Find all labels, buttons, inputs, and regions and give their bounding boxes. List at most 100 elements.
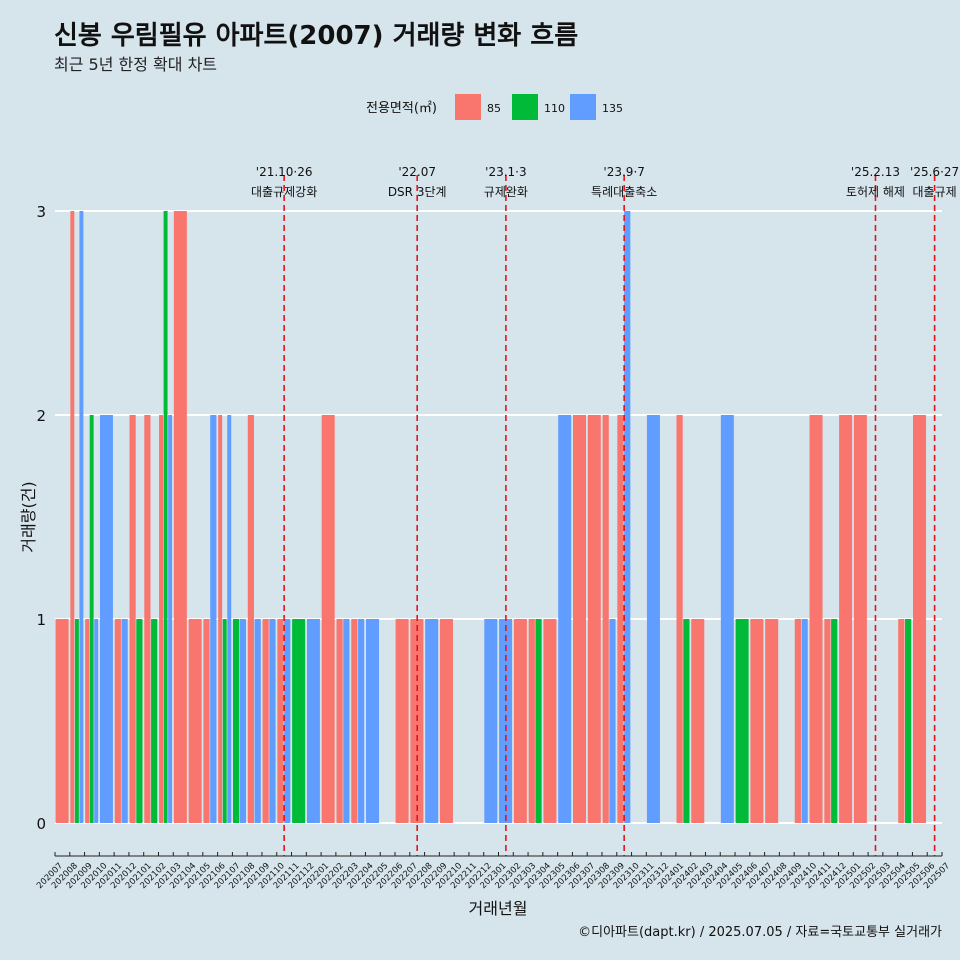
bar-202011-135 xyxy=(121,619,128,823)
bar-202009-110 xyxy=(89,415,94,823)
x-axis: 2020072020082020092020102020112020122021… xyxy=(35,852,952,891)
annotation-date-2: '23.1·3 xyxy=(485,165,526,179)
bar-202106-110 xyxy=(222,619,227,823)
bar-202012-110 xyxy=(136,619,143,823)
annotation-label-2: 규제완화 xyxy=(484,185,528,199)
bar-202201-85 xyxy=(321,415,335,823)
bar-202107-135 xyxy=(239,619,246,823)
bar-202110-135 xyxy=(284,619,291,823)
bar-202401-85 xyxy=(676,415,683,823)
bar-202101-110 xyxy=(151,619,158,823)
bar-202405-110 xyxy=(735,619,749,823)
bar-202009-135 xyxy=(94,619,99,823)
legend-title: 전용면적(㎡) xyxy=(366,101,437,116)
bar-202411-110 xyxy=(831,619,838,823)
y-axis-label: 거래량(건) xyxy=(19,481,38,552)
bar-202203-85 xyxy=(351,619,358,823)
y-tick-3: 3 xyxy=(36,203,46,221)
bar-202208-135 xyxy=(425,619,439,823)
bar-202308-85 xyxy=(602,415,609,823)
bar-202202-85 xyxy=(336,619,343,823)
legend-label-110: 110 xyxy=(544,102,565,115)
bar-202012-85 xyxy=(129,415,136,823)
bar-202308-135 xyxy=(609,619,616,823)
bar-202409-135 xyxy=(801,619,808,823)
bar-202102-110 xyxy=(163,211,168,823)
bar-202008-85 xyxy=(70,211,75,823)
bar-202203-135 xyxy=(358,619,365,823)
annotation-label-5: 대출규제 xyxy=(913,185,957,199)
bar-202303-85 xyxy=(528,619,535,823)
bar-202504-85 xyxy=(898,619,905,823)
bar-202402-85 xyxy=(691,619,705,823)
y-tick-1: 1 xyxy=(36,611,46,629)
legend-key-135 xyxy=(570,94,596,120)
y-tick-0: 0 xyxy=(36,815,46,833)
bar-202007-85 xyxy=(55,619,69,823)
bar-202110-85 xyxy=(277,619,284,823)
bar-202209-85 xyxy=(439,619,453,823)
bar-202409-85 xyxy=(794,619,801,823)
bar-202407-85 xyxy=(765,619,779,823)
caption: ©디아파트(dapt.kr) / 2025.07.05 / 자료=국토교통부 실… xyxy=(578,925,942,940)
bar-202010-135 xyxy=(99,415,113,823)
bar-202102-135 xyxy=(168,415,173,823)
legend-label-135: 135 xyxy=(602,102,623,115)
bar-202411-85 xyxy=(824,619,831,823)
bar-202108-85 xyxy=(247,415,254,823)
bar-202404-135 xyxy=(720,415,734,823)
bar-202306-85 xyxy=(573,415,587,823)
bar-202108-135 xyxy=(254,619,261,823)
bar-202109-135 xyxy=(269,619,276,823)
bar-202206-85 xyxy=(395,619,409,823)
bar-202008-110 xyxy=(74,619,79,823)
bar-202304-85 xyxy=(543,619,557,823)
bar-202105-85 xyxy=(203,619,210,823)
bar-202106-85 xyxy=(218,415,223,823)
bar-202309-85 xyxy=(617,415,624,823)
annotation-label-3: 특례대출축소 xyxy=(591,185,657,199)
x-axis-label: 거래년월 xyxy=(469,899,528,918)
bar-202105-135 xyxy=(210,415,217,823)
bar-202410-85 xyxy=(809,415,823,823)
bar-202106-135 xyxy=(227,415,232,823)
bar-202302-85 xyxy=(513,619,527,823)
bar-202112-135 xyxy=(306,619,320,823)
bar-202504-110 xyxy=(905,619,912,823)
bar-202107-110 xyxy=(232,619,240,823)
bar-202412-85 xyxy=(839,415,853,823)
annotation-date-1: '22.07 xyxy=(398,165,436,179)
bar-202305-135 xyxy=(558,415,572,823)
bar-202505-85 xyxy=(913,415,927,823)
bars xyxy=(55,211,927,823)
bar-202307-85 xyxy=(587,415,601,823)
legend-key-110 xyxy=(512,94,538,120)
bar-202104-85 xyxy=(188,619,202,823)
legend-label-85: 85 xyxy=(487,102,501,115)
annotation-date-0: '21.10·26 xyxy=(256,165,313,179)
bar-202101-85 xyxy=(144,415,151,823)
y-axis: 0 1 2 3 xyxy=(36,203,46,833)
bar-202204-135 xyxy=(366,619,380,823)
chart-subtitle: 최근 5년 한정 확대 차트 xyxy=(54,55,217,74)
bar-202212-135 xyxy=(484,619,498,823)
annotation-date-3: '23.9·7 xyxy=(603,165,644,179)
bar-202011-85 xyxy=(114,619,121,823)
annotations: '21.10·26 대출규제강화 '22.07 DSR 3단계 '23.1·3 규제완화 '… xyxy=(251,165,959,856)
annotation-label-4: 토허제 해제 xyxy=(846,185,905,199)
annotation-label-0: 대출규제강화 xyxy=(251,185,317,199)
legend-key-85 xyxy=(455,94,481,120)
bar-202401-110 xyxy=(683,619,690,823)
bar-202009-85 xyxy=(85,619,90,823)
bar-202501-85 xyxy=(853,415,867,823)
bar-202008-135 xyxy=(79,211,84,823)
bar-202103-85 xyxy=(173,211,187,823)
bar-202111-110 xyxy=(292,619,306,823)
bar-202109-85 xyxy=(262,619,269,823)
annotation-date-4: '25.2.13 xyxy=(851,165,900,179)
bar-202406-85 xyxy=(750,619,764,823)
bar-202309-135 xyxy=(624,211,631,823)
annotation-label-1: DSR 3단계 xyxy=(388,185,447,199)
bar-202311-135 xyxy=(646,415,660,823)
